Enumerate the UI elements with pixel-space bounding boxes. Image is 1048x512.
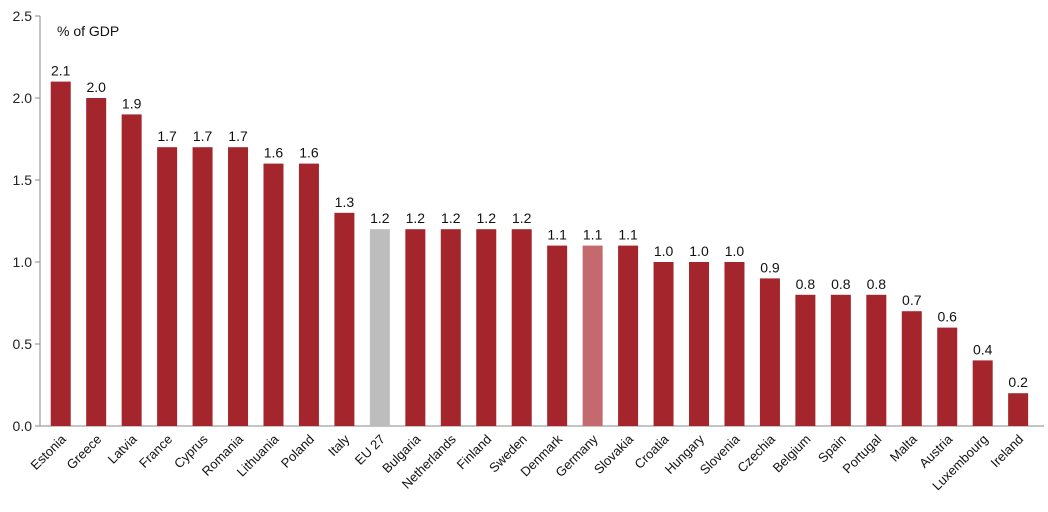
bar-luxembourg bbox=[972, 360, 993, 426]
value-label: 1.2 bbox=[406, 210, 426, 226]
value-label: 1.6 bbox=[299, 145, 319, 161]
y-tick-label: 1.5 bbox=[13, 172, 33, 188]
bars-group bbox=[50, 81, 1029, 427]
value-labels-group: 2.1 2.0 1.9 1.7 1.7 1.7 1.6 1.6 1.3 1.2 1.2 1.2 1.2 1… bbox=[51, 63, 1028, 391]
y-axis-ticks: 0.0 0.5 1.0 1.5 2.0 2.5 bbox=[13, 8, 40, 434]
value-label: 1.2 bbox=[512, 210, 532, 226]
bar-netherlands bbox=[440, 229, 461, 426]
value-label: 1.2 bbox=[477, 210, 497, 226]
bar-romania bbox=[228, 147, 249, 426]
value-label: 1.9 bbox=[122, 95, 142, 111]
bar-belgium bbox=[795, 294, 816, 426]
value-label: 1.0 bbox=[689, 243, 709, 259]
category-label: Italy bbox=[325, 431, 353, 459]
category-label: Czechia bbox=[734, 431, 778, 475]
category-label: Ireland bbox=[988, 432, 1027, 471]
bar-portugal bbox=[866, 294, 887, 426]
bar-hungary bbox=[689, 262, 710, 426]
category-label: Latvia bbox=[105, 431, 141, 467]
value-label: 1.1 bbox=[547, 227, 567, 243]
value-label: 1.7 bbox=[157, 128, 177, 144]
bar-bulgaria bbox=[405, 229, 426, 426]
value-label: 1.6 bbox=[264, 145, 284, 161]
bar-france bbox=[157, 147, 178, 426]
bar-malta bbox=[901, 311, 922, 426]
value-label: 1.2 bbox=[441, 210, 461, 226]
category-label: Estonia bbox=[28, 431, 70, 473]
bar-austria bbox=[937, 327, 958, 426]
value-label: 1.7 bbox=[193, 128, 213, 144]
value-label: 1.1 bbox=[583, 227, 603, 243]
bar-germany bbox=[582, 245, 603, 426]
y-tick-label: 1.0 bbox=[13, 254, 33, 270]
bar-finland bbox=[476, 229, 497, 426]
y-tick-label: 0.5 bbox=[13, 336, 33, 352]
y-axis-unit-label: % of GDP bbox=[57, 23, 119, 39]
bar-slovakia bbox=[618, 245, 639, 426]
category-label: Slovenia bbox=[697, 431, 743, 477]
bar-sweden bbox=[511, 229, 532, 426]
bar-spain bbox=[830, 294, 851, 426]
bar-latvia bbox=[121, 114, 142, 427]
bar-estonia bbox=[50, 81, 71, 426]
y-tick-label: 2.5 bbox=[13, 8, 33, 24]
value-label: 1.1 bbox=[618, 227, 638, 243]
value-label: 0.7 bbox=[902, 292, 922, 308]
bar-slovenia bbox=[724, 262, 745, 426]
bar-czechia bbox=[759, 278, 780, 426]
value-label: 1.7 bbox=[228, 128, 248, 144]
bar-italy bbox=[334, 212, 355, 426]
bar-denmark bbox=[547, 245, 568, 426]
bar-ireland bbox=[1008, 393, 1029, 426]
value-label: 0.9 bbox=[760, 259, 780, 275]
bar-eu-27 bbox=[369, 229, 390, 426]
category-label: Poland bbox=[278, 432, 317, 471]
bar-lithuania bbox=[263, 163, 284, 426]
value-label: 2.1 bbox=[51, 63, 71, 79]
bar-croatia bbox=[653, 262, 674, 426]
category-label: Slovakia bbox=[591, 431, 637, 477]
category-label: France bbox=[136, 432, 175, 471]
value-label: 0.8 bbox=[796, 276, 816, 292]
y-tick-label: 2.0 bbox=[13, 90, 33, 106]
bar-greece bbox=[86, 98, 107, 426]
value-label: 0.8 bbox=[831, 276, 851, 292]
category-label: Greece bbox=[64, 432, 105, 473]
value-label: 1.3 bbox=[335, 194, 355, 210]
value-label: 0.4 bbox=[973, 341, 993, 357]
value-label: 0.6 bbox=[937, 309, 957, 325]
value-label: 2.0 bbox=[86, 79, 106, 95]
value-label: 1.2 bbox=[370, 210, 390, 226]
category-label: Belgium bbox=[770, 432, 814, 476]
category-label: Portugal bbox=[840, 431, 885, 476]
bar-poland bbox=[298, 163, 319, 426]
value-label: 1.0 bbox=[725, 243, 745, 259]
value-label: 0.8 bbox=[867, 276, 887, 292]
y-tick-label: 0.0 bbox=[13, 418, 33, 434]
value-label: 1.0 bbox=[654, 243, 674, 259]
value-label: 0.2 bbox=[1008, 374, 1028, 390]
bar-cyprus bbox=[192, 147, 213, 426]
